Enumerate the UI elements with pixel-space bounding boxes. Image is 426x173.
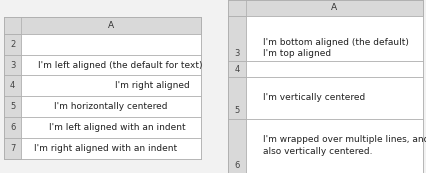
Bar — [4, 75, 21, 96]
Text: I'm horizontally centered: I'm horizontally centered — [54, 102, 167, 111]
Text: 3: 3 — [234, 49, 239, 58]
Bar — [245, 77, 422, 119]
Text: 5: 5 — [234, 106, 239, 115]
Text: 4: 4 — [234, 65, 239, 74]
Bar — [4, 96, 21, 117]
Bar — [228, 61, 245, 77]
Text: I'm left aligned with an indent: I'm left aligned with an indent — [49, 123, 185, 132]
Bar — [21, 34, 200, 54]
Text: I'm left aligned (the default for text): I'm left aligned (the default for text) — [38, 61, 202, 70]
Bar — [228, 16, 245, 61]
Text: 5: 5 — [10, 102, 15, 111]
Bar — [4, 117, 21, 138]
Text: 4: 4 — [10, 81, 15, 90]
Bar — [21, 75, 200, 96]
Bar — [228, 0, 422, 16]
Bar — [245, 61, 422, 77]
Text: I'm bottom aligned (the default)
I'm top aligned: I'm bottom aligned (the default) I'm top… — [262, 38, 408, 58]
Bar — [228, 0, 245, 16]
Bar — [4, 17, 200, 34]
Bar — [4, 54, 21, 75]
Text: 3: 3 — [10, 61, 15, 70]
Text: I'm right aligned with an indent: I'm right aligned with an indent — [34, 144, 177, 153]
Text: 7: 7 — [10, 144, 15, 153]
Text: I'm vertically centered: I'm vertically centered — [262, 93, 364, 102]
Text: 6: 6 — [234, 161, 239, 170]
Bar — [245, 119, 422, 173]
Text: I'm wrapped over multiple lines, and I'm
also vertically centered.: I'm wrapped over multiple lines, and I'm… — [262, 135, 426, 156]
Bar — [21, 96, 200, 117]
Bar — [228, 119, 245, 173]
Bar — [4, 17, 21, 34]
Bar — [228, 0, 422, 173]
Text: 6: 6 — [10, 123, 15, 132]
Bar — [4, 138, 21, 159]
Bar — [4, 17, 200, 159]
Bar — [228, 77, 245, 119]
Bar — [21, 138, 200, 159]
Bar — [4, 34, 21, 54]
Text: A: A — [107, 21, 114, 30]
Text: A: A — [331, 3, 337, 12]
Bar — [245, 16, 422, 61]
Text: I'm right aligned: I'm right aligned — [115, 81, 190, 90]
Text: 2: 2 — [10, 40, 15, 49]
Bar — [21, 117, 200, 138]
Bar — [21, 54, 200, 75]
